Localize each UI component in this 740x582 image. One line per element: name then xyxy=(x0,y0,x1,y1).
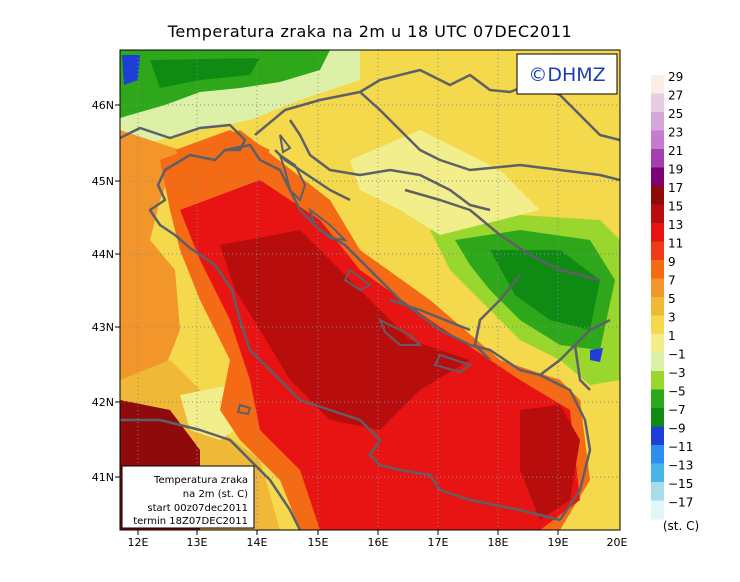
info-line-3: start 00z07dec2011 xyxy=(147,503,248,514)
colorbar-label: 21 xyxy=(668,144,683,158)
lon-label-14e: 14E xyxy=(247,536,268,549)
color-bar: 29 27 25 23 21 19 17 15 13 11 9 7 5 3 1 −1 −3 −5 −7 −9 −11 −1… xyxy=(651,70,693,520)
colorbar-swatch xyxy=(651,352,664,372)
colorbar-swatch xyxy=(651,371,664,390)
info-line-1: Temperatura zraka xyxy=(153,475,248,486)
lat-label-41n: 41N xyxy=(92,471,114,484)
colorbar-swatch xyxy=(651,482,664,501)
colorbar-label: −17 xyxy=(668,496,693,510)
colorbar-swatch xyxy=(651,408,664,427)
lat-label-43n: 43N xyxy=(92,321,114,334)
colorbar-label: −1 xyxy=(668,348,686,362)
colorbar-swatch xyxy=(651,167,664,187)
colorbar-swatch xyxy=(651,445,664,464)
colorbar-swatch xyxy=(651,223,664,242)
colorbar-label: −3 xyxy=(668,366,686,380)
lon-label-15e: 15E xyxy=(308,536,329,549)
colorbar-swatch xyxy=(651,260,664,279)
colorbar-label: −13 xyxy=(668,459,693,473)
colorbar-swatch xyxy=(651,500,664,520)
latitude-labels: 46N 45N 44N 43N 42N 41N xyxy=(92,99,120,484)
lon-label-13e: 13E xyxy=(187,536,208,549)
colorbar-label: 17 xyxy=(668,181,683,195)
colorbar-label: 5 xyxy=(668,292,676,306)
colorbar-label: 27 xyxy=(668,89,683,103)
colorbar-swatch xyxy=(651,149,664,168)
colorbar-label: 7 xyxy=(668,274,676,288)
temperature-field xyxy=(120,50,620,530)
lat-label-46n: 46N xyxy=(92,99,114,112)
colorbar-swatch xyxy=(651,75,664,94)
colorbar-label: 29 xyxy=(668,70,683,84)
lat-label-42n: 42N xyxy=(92,396,114,409)
colorbar-label: −7 xyxy=(668,403,686,417)
colorbar-label: 11 xyxy=(668,237,683,251)
colorbar-label: −15 xyxy=(668,477,693,491)
colorbar-swatch xyxy=(651,315,664,335)
colorbar-label: −11 xyxy=(668,440,693,454)
colorbar-swatch xyxy=(651,204,664,224)
lon-label-17e: 17E xyxy=(428,536,449,549)
colorbar-swatch xyxy=(651,93,664,113)
colorbar-swatch xyxy=(651,426,664,446)
colorbar-label: 13 xyxy=(668,218,683,232)
info-line-4: termin 18Z07DEC2011 xyxy=(133,516,248,527)
colorbar-label: −5 xyxy=(668,385,686,399)
lon-label-18e: 18E xyxy=(488,536,509,549)
info-box: Temperatura zraka na 2m (st. C) start 00… xyxy=(121,465,255,529)
colorbar-label: −9 xyxy=(668,422,686,436)
longitude-labels: 12E 13E 14E 15E 16E 17E 18E 19E 20E xyxy=(128,530,628,549)
colorbar-swatch xyxy=(651,278,664,298)
colorbar-swatch xyxy=(651,112,664,131)
colorbar-swatch xyxy=(651,297,664,316)
colorbar-unit: (st. C) xyxy=(663,519,699,533)
colorbar-swatch xyxy=(651,334,664,353)
dhmz-logo-text: ©DHMZ xyxy=(528,64,605,86)
colorbar-swatch xyxy=(651,241,664,261)
coastlines-borders xyxy=(120,68,620,530)
colorbar-label: 23 xyxy=(668,126,683,140)
colorbar-label: 15 xyxy=(668,200,683,214)
info-line-2: na 2m (st. C) xyxy=(183,489,248,500)
map-frame xyxy=(119,49,621,531)
colorbar-swatch xyxy=(651,186,664,205)
colorbar-swatch xyxy=(651,130,664,150)
lon-label-12e: 12E xyxy=(128,536,149,549)
colorbar-label: 3 xyxy=(668,311,676,325)
colorbar-swatch xyxy=(651,463,664,483)
lon-label-20e: 20E xyxy=(607,536,628,549)
lat-label-44n: 44N xyxy=(92,248,114,261)
colorbar-label: 1 xyxy=(668,329,676,343)
colorbar-swatch xyxy=(651,389,664,409)
lon-label-16e: 16E xyxy=(368,536,389,549)
colorbar-label: 19 xyxy=(668,163,683,177)
colorbar-label: 25 xyxy=(668,107,683,121)
lat-label-45n: 45N xyxy=(92,175,114,188)
map-title: Temperatura zraka na 2m u 18 UTC 07DEC20… xyxy=(167,22,573,41)
dhmz-logo-box: ©DHMZ xyxy=(516,53,618,95)
lon-label-19e: 19E xyxy=(548,536,569,549)
colorbar-label: 9 xyxy=(668,255,676,269)
islands xyxy=(236,134,473,416)
